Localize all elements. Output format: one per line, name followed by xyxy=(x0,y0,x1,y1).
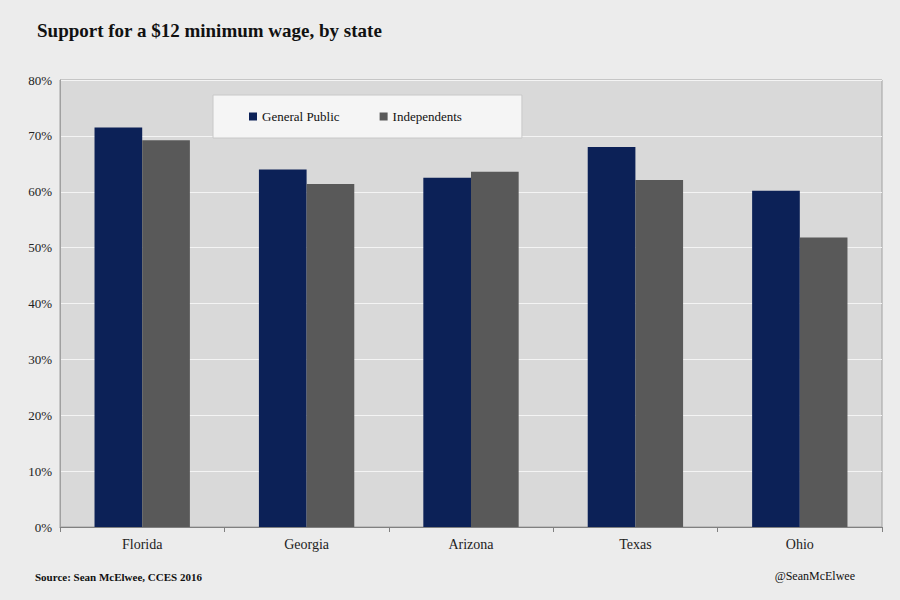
svg-text:Texas: Texas xyxy=(619,537,651,552)
svg-text:@SeanMcElwee: @SeanMcElwee xyxy=(775,569,855,583)
svg-text:Independents: Independents xyxy=(393,109,462,124)
svg-text:40%: 40% xyxy=(28,296,52,311)
svg-text:General Public: General Public xyxy=(262,109,340,124)
svg-text:Arizona: Arizona xyxy=(448,537,494,552)
svg-text:0%: 0% xyxy=(35,520,53,535)
svg-text:Source: Sean McElwee, CCES 201: Source: Sean McElwee, CCES 2016 xyxy=(35,571,202,583)
svg-text:20%: 20% xyxy=(28,408,52,423)
svg-text:30%: 30% xyxy=(28,352,52,367)
svg-text:70%: 70% xyxy=(28,128,52,143)
svg-text:10%: 10% xyxy=(28,464,52,479)
svg-text:Florida: Florida xyxy=(122,537,163,552)
svg-text:60%: 60% xyxy=(28,184,52,199)
svg-text:Ohio: Ohio xyxy=(786,537,814,552)
svg-text:80%: 80% xyxy=(28,73,52,88)
svg-text:Georgia: Georgia xyxy=(284,537,330,552)
svg-text:Support for a $12 minimum wage: Support for a $12 minimum wage, by state xyxy=(37,20,382,41)
svg-text:50%: 50% xyxy=(28,240,52,255)
